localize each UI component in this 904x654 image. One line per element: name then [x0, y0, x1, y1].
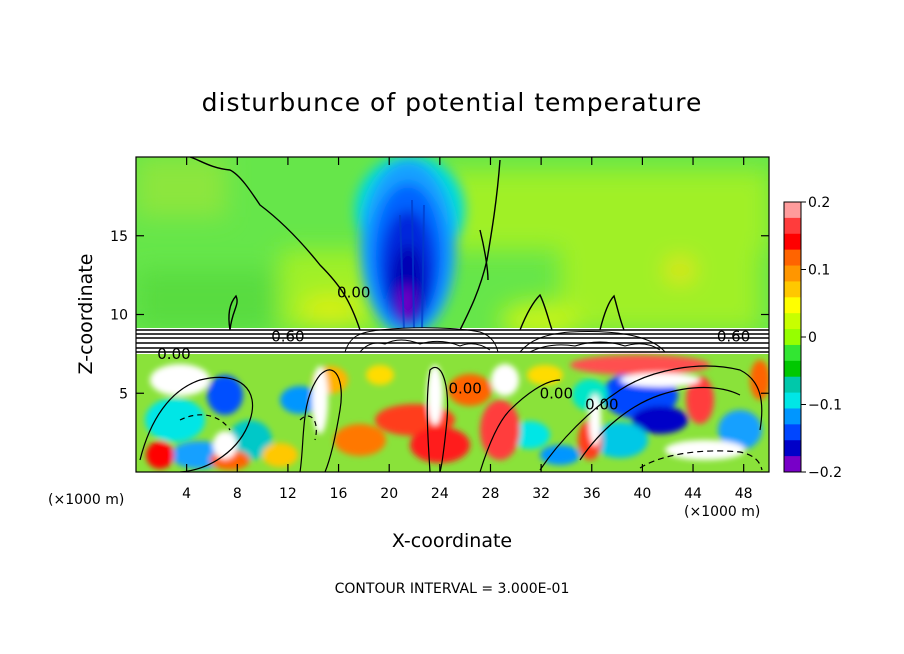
contour-label: 0.00	[157, 345, 190, 363]
x-tick-label: 44	[684, 486, 702, 502]
x-tick-label: 20	[380, 486, 398, 502]
chart-title: disturbunce of potential temperature	[202, 88, 703, 117]
contour-label: 0.60	[717, 328, 750, 346]
colorbar-segment	[784, 440, 801, 457]
contour-interval-note: CONTOUR INTERVAL = 3.000E-01	[335, 581, 570, 597]
x-tick-label: 40	[633, 486, 651, 502]
colorbar-tick-label: −0.2	[808, 465, 842, 481]
x-tick-label: 12	[279, 486, 297, 502]
y-tick-label: 15	[110, 229, 128, 245]
colorbar-segment	[784, 360, 801, 378]
colorbar-tick-label: 0.1	[808, 263, 830, 279]
y-tick-label: 10	[110, 308, 128, 324]
x-tick-label: 16	[330, 486, 348, 502]
y-axis-ticks: 5 10 15	[110, 229, 769, 402]
contour-label: 0.00	[540, 384, 573, 402]
contour-label-layer: 0.60 0.60 0.00 0.00 0.00 0.00 0.00	[157, 283, 750, 413]
colorbar-segment	[784, 424, 801, 441]
colorbar-segment	[784, 408, 801, 425]
colorbar: 0.2 0.1 0 −0.1 −0.2	[783, 195, 842, 481]
colorbar-segment	[784, 456, 801, 473]
colorbar-segment	[784, 233, 801, 251]
colorbar-segment	[784, 329, 801, 346]
colorbar-tick-label: 0.2	[808, 195, 830, 211]
x-unit-left: (×1000 m)	[48, 492, 124, 508]
colorbar-segment	[784, 392, 801, 409]
x-tick-label: 8	[233, 486, 242, 502]
contour-label: 0.00	[448, 380, 481, 398]
contour-label: 0.00	[337, 283, 370, 301]
colorbar-segment	[784, 265, 801, 282]
x-axis-label: X-coordinate	[392, 530, 512, 552]
y-tick-label: 5	[119, 386, 128, 402]
colorbar-segment	[784, 344, 801, 362]
contour-label: 0.00	[585, 395, 618, 413]
colorbar-segment	[784, 376, 801, 394]
x-tick-label: 28	[482, 486, 500, 502]
contour-lines	[136, 157, 769, 353]
contour-label: 0.60	[271, 328, 304, 346]
colorbar-segment	[784, 281, 801, 298]
y-axis-label: Z-coordinate	[75, 254, 97, 375]
x-tick-label: 24	[431, 486, 449, 502]
x-tick-label: 48	[735, 486, 753, 502]
x-tick-label: 4	[182, 486, 191, 502]
colorbar-segment	[784, 202, 801, 219]
x-unit-right: (×1000 m)	[684, 504, 760, 520]
x-tick-label: 36	[583, 486, 601, 502]
colorbar-tick-label: −0.1	[808, 398, 842, 414]
colorbar-segment	[784, 297, 801, 314]
colorbar-segment	[784, 217, 801, 235]
boundary-band	[136, 328, 769, 354]
heatmap-field	[136, 157, 769, 472]
x-axis-ticks: 4 8 12 16 20 24 28 32 36 40 44 48	[182, 157, 753, 502]
colorbar-segment	[784, 313, 801, 330]
x-tick-label: 32	[532, 486, 550, 502]
colorbar-segment	[784, 249, 801, 267]
colorbar-tick-label: 0	[808, 330, 817, 346]
